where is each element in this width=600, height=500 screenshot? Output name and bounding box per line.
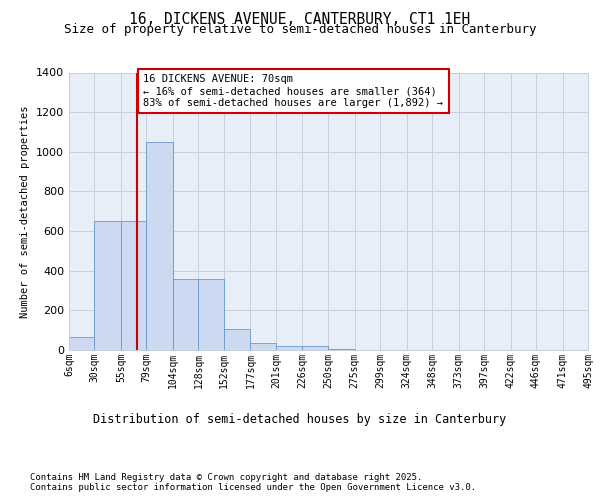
Text: Contains HM Land Registry data © Crown copyright and database right 2025.: Contains HM Land Registry data © Crown c… <box>30 472 422 482</box>
Text: Distribution of semi-detached houses by size in Canterbury: Distribution of semi-detached houses by … <box>94 412 506 426</box>
Bar <box>173 278 199 350</box>
Bar <box>250 343 276 350</box>
Bar <box>94 221 121 350</box>
Text: 16, DICKENS AVENUE, CANTERBURY, CT1 1EH: 16, DICKENS AVENUE, CANTERBURY, CT1 1EH <box>130 12 470 28</box>
Bar <box>302 346 328 350</box>
Bar <box>121 221 146 350</box>
Text: Size of property relative to semi-detached houses in Canterbury: Size of property relative to semi-detach… <box>64 22 536 36</box>
Y-axis label: Number of semi-detached properties: Number of semi-detached properties <box>20 105 31 318</box>
Bar <box>276 346 302 350</box>
Text: 16 DICKENS AVENUE: 70sqm
← 16% of semi-detached houses are smaller (364)
83% of : 16 DICKENS AVENUE: 70sqm ← 16% of semi-d… <box>143 74 443 108</box>
Bar <box>146 142 173 350</box>
Text: Contains public sector information licensed under the Open Government Licence v3: Contains public sector information licen… <box>30 484 476 492</box>
Bar <box>199 278 224 350</box>
Bar <box>224 329 250 350</box>
Bar <box>328 349 355 350</box>
Bar <box>69 337 94 350</box>
